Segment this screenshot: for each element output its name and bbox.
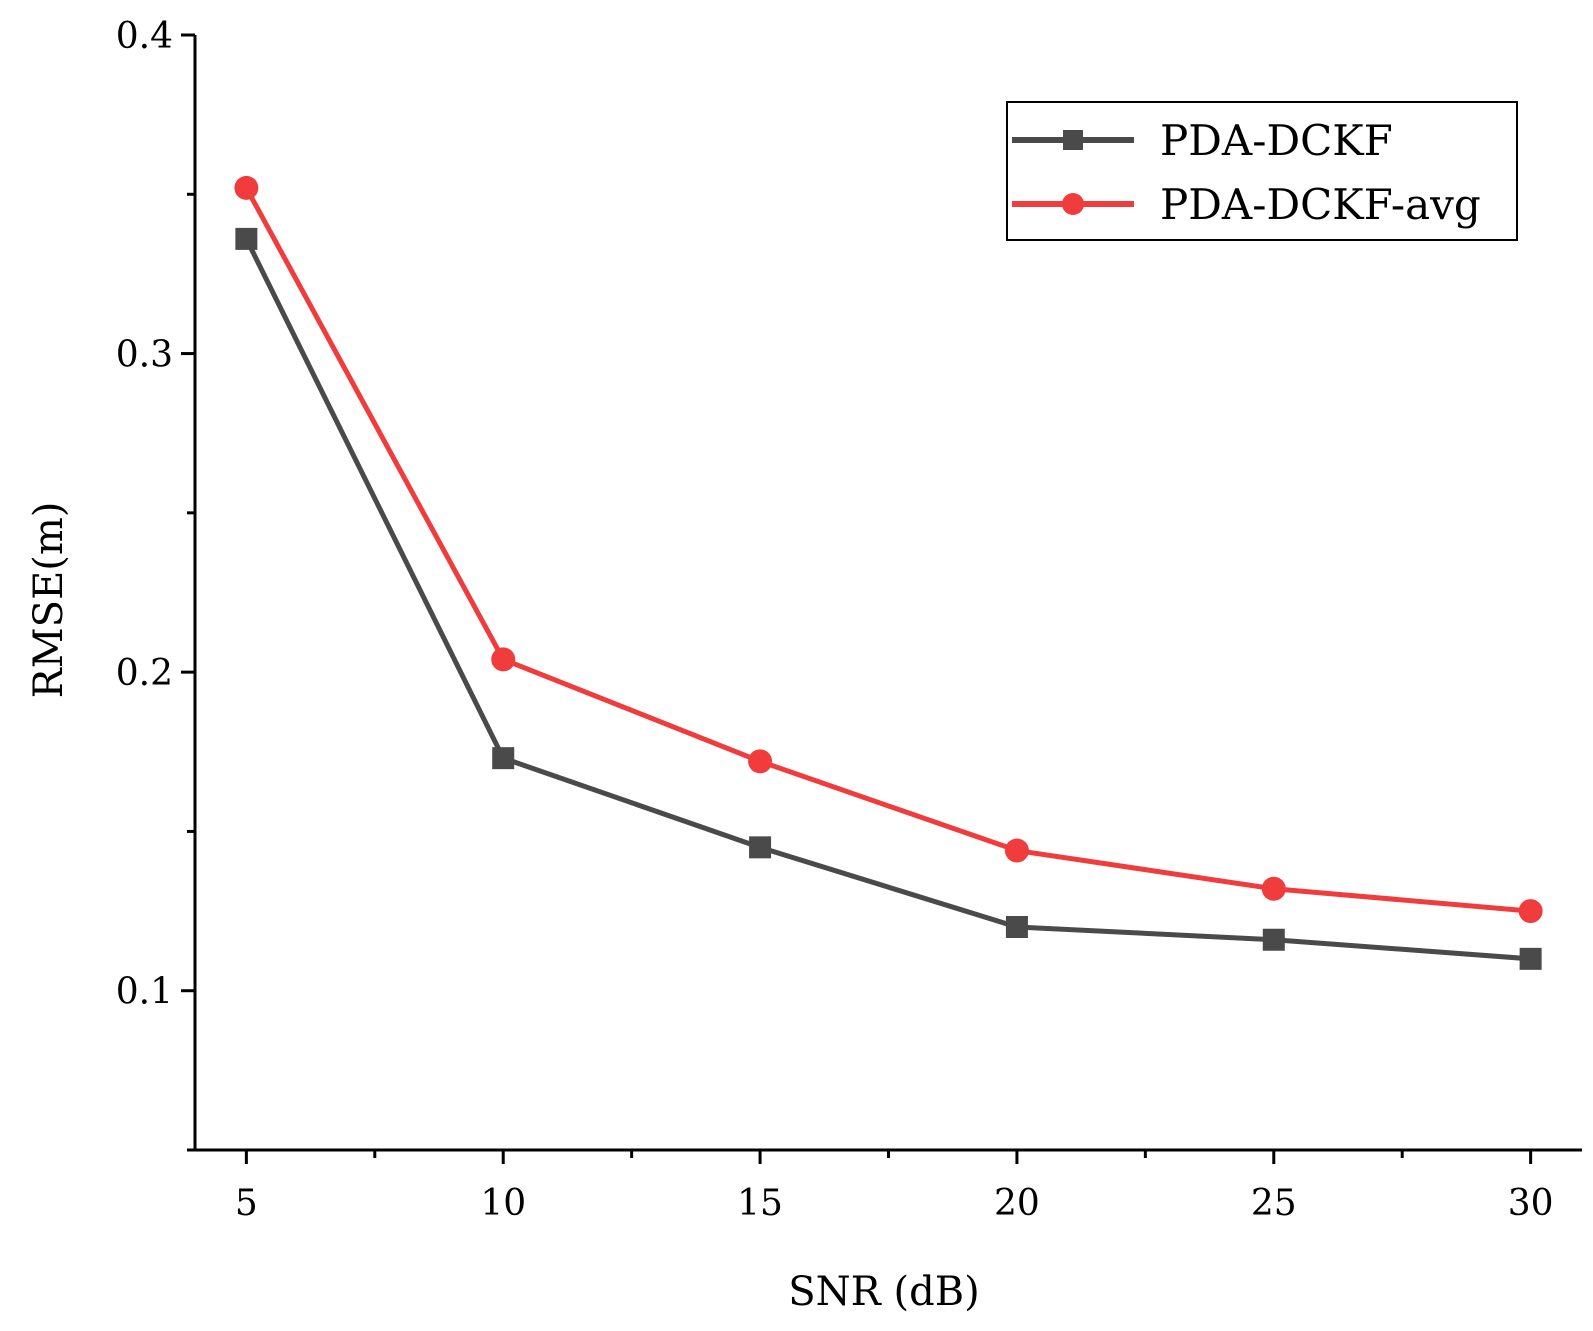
data-point-square bbox=[1262, 928, 1285, 951]
axes: 0.1 0.2 0.3 0.4 5 10 15 20 25 30 bbox=[116, 16, 1582, 1224]
data-point-circle bbox=[234, 175, 259, 200]
legend-marker-circle bbox=[1062, 193, 1084, 215]
data-point-square bbox=[1005, 916, 1028, 938]
series-layer bbox=[234, 175, 1543, 970]
data-point-circle bbox=[1004, 838, 1029, 863]
y-tick-label: 0.4 bbox=[116, 16, 173, 57]
data-point-square bbox=[1519, 947, 1542, 970]
y-axis-title: RMSE(m) bbox=[26, 502, 72, 699]
x-tick-label: 10 bbox=[480, 1183, 526, 1224]
x-tick-label: 5 bbox=[235, 1183, 258, 1224]
data-point-circle bbox=[1518, 899, 1543, 924]
y-tick-label: 0.3 bbox=[116, 335, 173, 376]
x-axis-title: SNR (dB) bbox=[788, 1269, 979, 1315]
legend-marker-square bbox=[1063, 130, 1083, 150]
x-tick-label: 15 bbox=[737, 1183, 783, 1224]
data-point-square bbox=[749, 836, 772, 859]
series-line-1 bbox=[244, 186, 1531, 914]
data-point-circle bbox=[1261, 876, 1286, 901]
legend-label-pda-dckf-avg: PDA-DCKF-avg bbox=[1160, 180, 1481, 229]
x-tick-label: 25 bbox=[1251, 1183, 1297, 1224]
data-point-square bbox=[235, 227, 258, 250]
data-point-circle bbox=[491, 647, 516, 672]
x-tick-label: 20 bbox=[994, 1183, 1040, 1224]
legend-box bbox=[1006, 101, 1518, 241]
series-line-0 bbox=[244, 237, 1531, 962]
data-point-circle bbox=[748, 749, 773, 774]
x-tick-label: 30 bbox=[1508, 1183, 1554, 1224]
y-tick-label: 0.1 bbox=[116, 972, 173, 1013]
y-tick-label: 0.2 bbox=[116, 653, 173, 694]
legend-label-pda-dckf: PDA-DCKF bbox=[1160, 116, 1393, 165]
legend: PDA-DCKF PDA-DCKF-avg bbox=[1006, 101, 1518, 241]
data-point-square bbox=[492, 747, 515, 770]
